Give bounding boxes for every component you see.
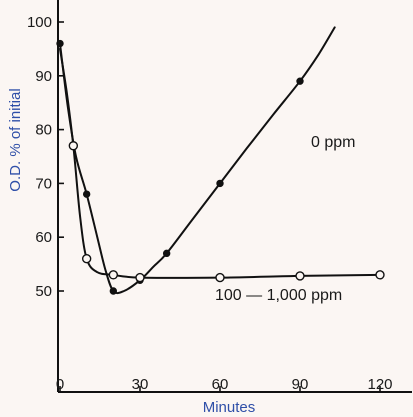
y-tick-label-70: 70: [35, 175, 52, 192]
series-label-100-1000ppm: 100 — 1,000 ppm: [215, 287, 342, 304]
y-tick-label-50: 50: [35, 283, 52, 300]
series-0-point-0: [56, 39, 64, 48]
series-1-point-5: [295, 271, 305, 281]
series-0-point-4: [162, 249, 171, 258]
y-tick-label-80: 80: [35, 122, 52, 139]
chart-labels: O.D. % of initial Minutes 0 ppm 100 — 1,…: [7, 88, 355, 416]
series-line-0: [59, 26, 336, 295]
y-tick-label-60: 60: [35, 229, 52, 246]
x-tick-label-0: 0: [56, 376, 64, 393]
x-tick-label-120: 120: [367, 376, 392, 393]
series-0-point-1: [82, 190, 91, 198]
series-1-point-1: [81, 254, 92, 264]
y-axis-title: O.D. % of initial: [7, 88, 24, 191]
x-tick-label-60: 60: [212, 376, 229, 393]
series-1-point-0: [68, 141, 79, 151]
series-1-point-6: [375, 270, 385, 280]
series-1-point-3: [135, 272, 145, 283]
x-axis-title: Minutes: [203, 399, 256, 416]
series-label-0ppm: 0 ppm: [311, 134, 355, 151]
y-tick-label-90: 90: [35, 68, 52, 85]
series-1-point-2: [108, 270, 119, 280]
series-curves: [59, 26, 381, 295]
y-tick-label-100: 100: [27, 14, 52, 31]
series-0-point-2: [109, 287, 118, 295]
series-line-1: [59, 47, 381, 279]
x-tick-label-90: 90: [292, 376, 309, 393]
series-0-point-6: [296, 77, 304, 85]
series-1-point-4: [215, 272, 225, 283]
series-0-point-5: [216, 179, 224, 188]
series-markers: [56, 39, 385, 295]
axes: 50 60 70 80 90 100 0 30 60 90 120: [27, 0, 412, 393]
x-tick-label-30: 30: [132, 376, 149, 393]
